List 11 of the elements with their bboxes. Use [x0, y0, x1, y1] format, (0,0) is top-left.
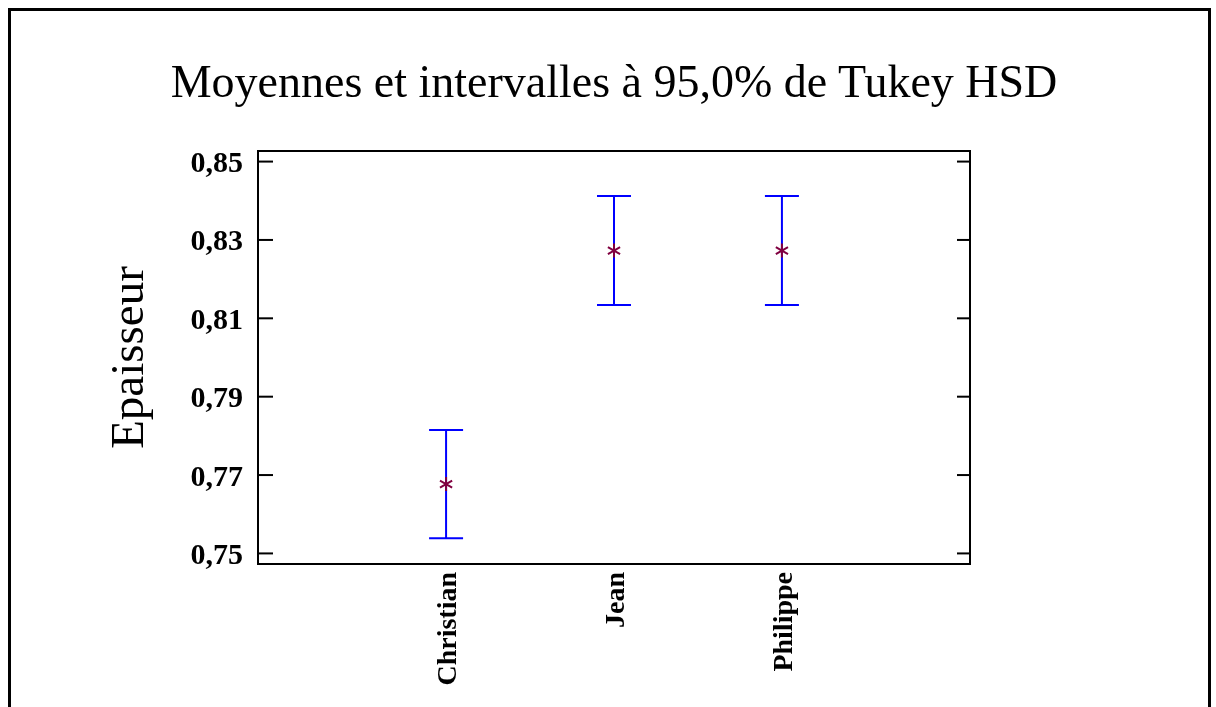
y-tick-label: 0,75 — [190, 536, 243, 570]
x-tick-label: Christian — [430, 571, 462, 686]
chart-title: Moyennes et intervalles à 95,0% de Tukey HSD — [170, 56, 1058, 107]
x-tick-label: Jean — [598, 571, 630, 628]
y-tick-label: 0,79 — [190, 380, 243, 414]
x-tick-label: Philippe — [766, 572, 798, 672]
y-tick-label: 0,77 — [190, 458, 243, 492]
y-tick-label: 0,85 — [190, 145, 243, 179]
y-tick-label: 0,81 — [190, 301, 243, 335]
y-axis-title: Epaisseur — [101, 265, 153, 449]
y-tick-label: 0,83 — [190, 223, 243, 257]
